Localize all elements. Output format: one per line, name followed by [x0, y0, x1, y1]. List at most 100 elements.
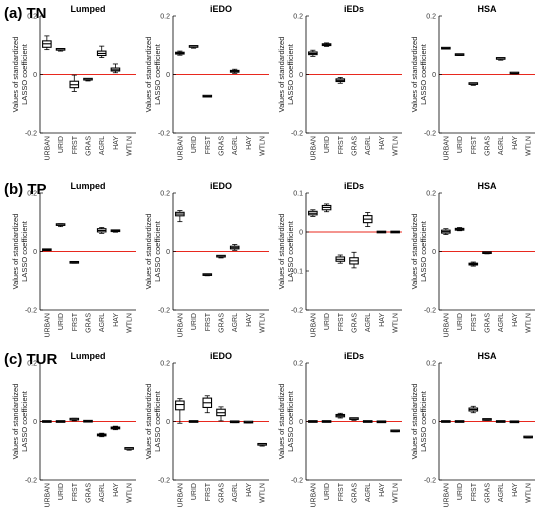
box-urid: [55, 223, 66, 228]
panel-iedo-0: iEDO -0.2 0 0.2 Values of standardizedLASSO …: [144, 4, 269, 161]
x-tick-label: AGRL: [365, 313, 372, 332]
x-tick-label: AGRL: [232, 136, 239, 155]
x-tick-label: GRAS: [86, 483, 93, 503]
y-axis-label-line1: Values of standardized: [410, 214, 419, 290]
box-wtln: [124, 447, 134, 451]
y-tick-label: 0.2: [293, 360, 303, 367]
x-tick-label: GRAS: [86, 313, 93, 333]
x-tick-label: URBAN: [310, 483, 317, 508]
box-hay: [509, 420, 520, 424]
y-tick-label: 0: [33, 249, 37, 256]
panel-hsa-1: HSA -0.2 0 0.2 Values of standardizedLASSO c…: [410, 181, 535, 338]
box-urban: [42, 248, 52, 252]
panel-hsa-2: HSA -0.2 0 0.2 Values of standardizedLASSO c…: [410, 351, 535, 508]
x-tick-label: HAY: [512, 136, 519, 150]
box-frst: [335, 254, 346, 264]
panel-title: iEDO: [210, 351, 232, 361]
y-tick-label: -0.2: [424, 477, 436, 484]
x-tick-label: FRST: [205, 312, 212, 331]
x-tick-label: HAY: [246, 483, 253, 497]
y-tick-label: -0.2: [424, 130, 436, 137]
box-gras: [349, 417, 359, 421]
x-tick-label: URID: [324, 313, 331, 330]
row-label-tur: (c) TUR: [4, 351, 57, 368]
x-tick-label: GRAS: [219, 313, 226, 333]
y-tick-label: 0: [299, 419, 303, 426]
y-axis-label: Values of standardizedLASSO coefficient: [410, 214, 428, 290]
x-tick-label: FRST: [338, 135, 345, 154]
x-tick-label: WTLN: [260, 483, 267, 503]
panel-title: Lumped: [71, 181, 106, 191]
x-tick-label: FRST: [205, 135, 212, 154]
y-tick-label: 0.2: [160, 360, 170, 367]
panel-ieds-0: iEDs -0.2 0 0.2 Values of standardizedLASSO …: [277, 4, 402, 161]
panel-lumped-2: Lumped -0.2 0 0.2 Values of standardizedLASS…: [11, 351, 136, 508]
y-tick-label: 0: [166, 249, 170, 256]
y-axis-label-line2: LASSO coefficient: [286, 220, 295, 282]
row-label-tn: (a) TN: [4, 5, 47, 22]
y-tick-label: 0.2: [27, 360, 37, 367]
x-tick-label: URID: [457, 483, 464, 500]
x-tick-label: URID: [191, 136, 198, 153]
x-tick-label: AGRL: [99, 313, 106, 332]
box-agrl: [362, 212, 373, 227]
x-tick-label: AGRL: [365, 483, 372, 502]
x-tick-label: URBAN: [310, 313, 317, 338]
box-urban: [308, 209, 318, 217]
box-hay: [110, 229, 121, 233]
y-tick-label: -0.1: [291, 268, 303, 275]
panel-ieds-1: iEDs -0.2 -0.1 0 0.1 Values of standardizedLA…: [277, 181, 402, 338]
box-body: [175, 400, 185, 411]
box-urid: [454, 420, 465, 423]
box-frst: [202, 273, 213, 277]
x-tick-label: FRST: [338, 312, 345, 331]
x-tick-label: GRAS: [86, 136, 93, 156]
y-tick-label: 0.2: [426, 360, 436, 367]
y-axis-label-line1: Values of standardized: [277, 384, 286, 460]
y-axis-label-line2: LASSO coefficient: [419, 390, 428, 452]
y-axis-label-line2: LASSO coefficient: [20, 220, 29, 282]
box-frst: [335, 412, 346, 419]
box-urid: [188, 45, 199, 49]
x-tick-label: WTLN: [127, 136, 134, 156]
y-tick-label: 0: [33, 419, 37, 426]
x-tick-label: FRST: [338, 482, 345, 501]
x-tick-label: WTLN: [393, 136, 400, 156]
panel-title: HSA: [477, 351, 497, 361]
y-axis-label: Values of standardizedLASSO coefficient: [11, 37, 29, 113]
y-axis-label-line2: LASSO coefficient: [153, 220, 162, 282]
box-agrl: [229, 420, 240, 424]
box-hay: [243, 420, 254, 424]
x-tick-label: GRAS: [485, 313, 492, 333]
x-tick-label: URID: [324, 483, 331, 500]
x-tick-label: AGRL: [498, 313, 505, 332]
y-axis-label-line2: LASSO coefficient: [419, 43, 428, 105]
panel-title: iEDs: [344, 181, 364, 191]
y-axis-label-line2: LASSO coefficient: [286, 43, 295, 105]
x-tick-label: WTLN: [260, 313, 267, 333]
y-tick-label: -0.2: [158, 130, 170, 137]
y-axis-label-line1: Values of standardized: [11, 214, 20, 290]
panel-lumped-0: Lumped -0.2 0 0.2 Values of standardizedLASS…: [11, 4, 136, 161]
y-tick-label: -0.2: [25, 477, 37, 484]
y-axis-label: Values of standardizedLASSO coefficient: [410, 384, 428, 460]
y-tick-label: 0: [299, 72, 303, 79]
y-tick-label: 0: [432, 419, 436, 426]
y-axis-label: Values of standardizedLASSO coefficient: [277, 37, 295, 113]
y-tick-label: 0.2: [27, 13, 37, 20]
y-axis-label-line2: LASSO coefficient: [153, 390, 162, 452]
box-gras: [216, 406, 226, 422]
x-tick-label: WTLN: [526, 313, 533, 333]
x-tick-label: WTLN: [393, 483, 400, 503]
y-axis-label-line2: LASSO coefficient: [419, 220, 428, 282]
x-tick-label: URID: [58, 483, 65, 500]
y-tick-label: -0.2: [291, 477, 303, 484]
y-tick-label: -0.2: [25, 130, 37, 137]
x-tick-label: URBAN: [177, 313, 184, 338]
y-axis-label-line2: LASSO coefficient: [153, 43, 162, 105]
x-tick-label: URBAN: [443, 313, 450, 338]
x-tick-label: URID: [324, 136, 331, 153]
box-urban: [441, 420, 451, 423]
box-urban: [308, 49, 318, 57]
y-axis-label-line1: Values of standardized: [277, 214, 286, 290]
